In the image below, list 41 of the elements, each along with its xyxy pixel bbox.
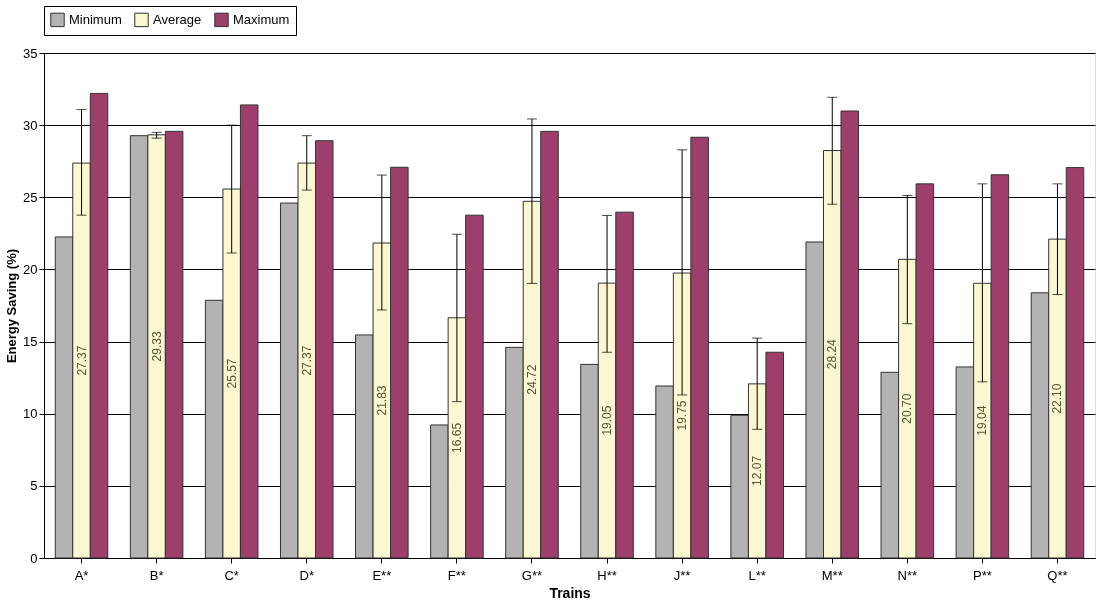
y-axis-title: Energy Saving (%) <box>4 248 20 364</box>
y-tick-label: 10 <box>23 406 38 422</box>
y-tick-label: 0 <box>30 550 38 566</box>
data-label: 27.37 <box>299 345 314 376</box>
y-tick-label: 35 <box>23 45 38 61</box>
x-tick-label: A* <box>74 567 89 583</box>
data-label: 22.10 <box>1050 383 1065 414</box>
data-label: 20.70 <box>900 393 915 424</box>
data-label: 25.57 <box>224 358 239 389</box>
data-label: 19.75 <box>675 400 690 431</box>
legend-label: Maximum <box>233 11 290 27</box>
x-tick-label: M** <box>821 567 843 583</box>
x-tick-label: L** <box>748 567 766 583</box>
data-label: 21.83 <box>374 385 389 416</box>
x-tick-label: J** <box>673 567 691 583</box>
data-label: 24.72 <box>524 364 539 395</box>
x-tick-label: G** <box>521 567 543 583</box>
x-tick-label: Q** <box>1047 567 1068 583</box>
x-tick-label: D* <box>299 567 314 583</box>
x-tick-label: C* <box>224 567 239 583</box>
data-label: 28.24 <box>825 338 840 370</box>
y-tick-label: 20 <box>23 261 38 277</box>
y-tick-label: 15 <box>23 334 38 350</box>
y-tick-label: 5 <box>30 478 38 494</box>
x-tick-label: H** <box>597 567 617 583</box>
y-tick-label: 30 <box>23 117 38 133</box>
data-label: 19.04 <box>975 405 990 436</box>
data-label: 27.37 <box>74 345 89 376</box>
x-tick-label: N** <box>897 567 918 583</box>
x-tick-label: E** <box>372 567 392 583</box>
data-label: 19.05 <box>600 405 615 436</box>
y-tick-label: 25 <box>23 189 38 205</box>
x-axis-title: Trains <box>549 584 591 601</box>
x-tick-label: F** <box>447 567 466 583</box>
data-label: 16.65 <box>449 422 464 453</box>
legend-label: Minimum <box>69 11 122 27</box>
data-label: 12.07 <box>750 455 765 486</box>
x-tick-label: B* <box>149 567 164 583</box>
legend-label: Average <box>153 11 202 27</box>
data-label: 29.33 <box>149 331 164 362</box>
x-tick-label: P** <box>972 567 992 583</box>
